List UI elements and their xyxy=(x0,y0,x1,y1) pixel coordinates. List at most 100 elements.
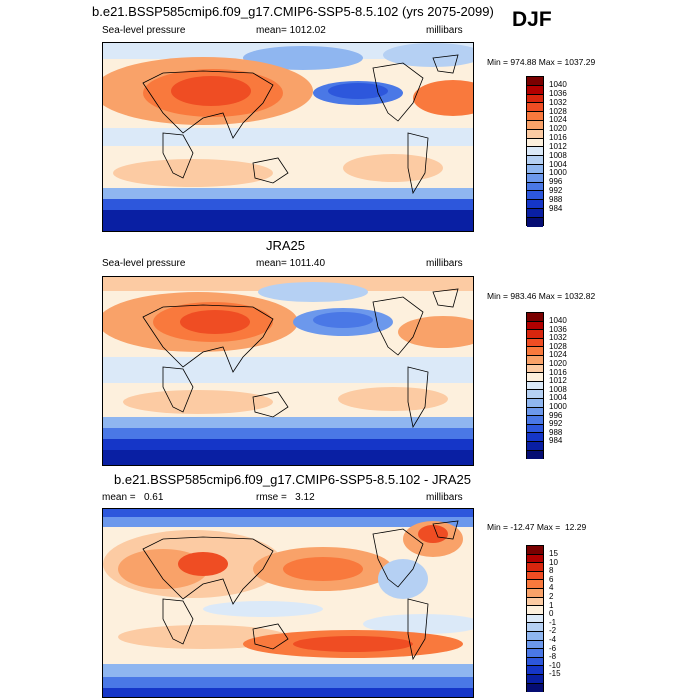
colorbar-tick-label: 1000 xyxy=(549,402,567,411)
colorbar-tick-label: 992 xyxy=(549,419,563,428)
colorbar-swatch xyxy=(527,416,543,425)
colorbar-swatch xyxy=(527,217,543,227)
colorbar-swatch xyxy=(527,554,543,564)
colorbar-tick-label: 1024 xyxy=(549,350,567,359)
colorbar-swatch xyxy=(527,200,543,209)
colorbar-swatch xyxy=(527,355,543,365)
colorbar-swatch xyxy=(527,338,543,348)
colorbar-swatch xyxy=(527,347,543,356)
colorbar-swatch xyxy=(527,191,543,201)
colorbar-tick-label: -2 xyxy=(549,626,557,635)
colorbar-swatch xyxy=(527,450,543,460)
colorbar-tick-label: -6 xyxy=(549,644,557,653)
colorbar-tick-label: -4 xyxy=(549,635,557,644)
colorbar-swatch xyxy=(527,631,543,641)
colorbar-tick-label: 984 xyxy=(549,204,563,213)
colorbar-tick-label: -10 xyxy=(549,661,561,670)
colorbar-tick-label: 1004 xyxy=(549,160,567,169)
panel-3-title: b.e21.BSSP585cmip6.f09_g17.CMIP6-SSP5-8.… xyxy=(114,472,471,487)
colorbar-tick-label: 1020 xyxy=(549,124,567,133)
colorbar-tick-label: 2 xyxy=(549,592,554,601)
colorbar-tick-label: 984 xyxy=(549,436,563,445)
panel-3-units: millibars xyxy=(426,492,463,503)
panel-1-map xyxy=(102,42,474,232)
colorbar-swatch xyxy=(527,156,543,165)
colorbar-tick-label: -1 xyxy=(549,618,557,627)
colorbar-swatch xyxy=(527,164,543,174)
colorbar-swatch xyxy=(527,129,543,139)
colorbar-tick-label: 1008 xyxy=(549,385,567,394)
panel-1-mean: mean= 1012.02 xyxy=(256,25,326,36)
colorbar-swatch xyxy=(527,182,543,192)
colorbar-tick-label: 10 xyxy=(549,558,558,567)
colorbar-tick-label: 1036 xyxy=(549,325,567,334)
colorbar-swatch xyxy=(527,433,543,442)
colorbar-tick-label: 15 xyxy=(549,549,558,558)
colorbar-swatch xyxy=(527,674,543,684)
colorbar-swatch xyxy=(527,103,543,113)
colorbar-swatch xyxy=(527,138,543,148)
colorbar-tick-label: 1012 xyxy=(549,376,567,385)
colorbar-tick-label: 1004 xyxy=(549,393,567,402)
panel-1-variable: Sea-level pressure xyxy=(102,25,186,36)
panel-3-minmax: Min = -12.47 Max = 12.29 xyxy=(487,522,587,532)
colorbar-tick-label: 1016 xyxy=(549,133,567,142)
colorbar-swatch xyxy=(527,657,543,667)
colorbar-tick-label: 1020 xyxy=(549,359,567,368)
colorbar-tick-label: 996 xyxy=(549,411,563,420)
colorbar-swatch xyxy=(527,614,543,624)
colorbar-swatch xyxy=(527,563,543,572)
panel-2-mean: mean= 1011.40 xyxy=(256,258,326,269)
colorbar-tick-label: 1032 xyxy=(549,333,567,342)
colorbar-tick-label: 1016 xyxy=(549,368,567,377)
colorbar-swatch xyxy=(527,588,543,598)
colorbar-tick-label: 996 xyxy=(549,177,563,186)
colorbar-swatch xyxy=(527,373,543,382)
colorbar-swatch xyxy=(527,580,543,589)
colorbar-swatch xyxy=(527,313,543,322)
colorbar-swatch xyxy=(527,441,543,451)
colorbar-tick-label: -8 xyxy=(549,652,557,661)
colorbar-swatch xyxy=(527,381,543,391)
colorbar-swatch xyxy=(527,112,543,121)
panel-1-minmax: Min = 974.88 Max = 1037.29 xyxy=(487,57,596,67)
colorbar-swatch xyxy=(527,77,543,86)
colorbar-tick-label: 1032 xyxy=(549,98,567,107)
colorbar-swatch xyxy=(527,390,543,399)
colorbar-swatch xyxy=(527,649,543,658)
colorbar-swatch xyxy=(527,546,543,555)
panel-3-colorbar xyxy=(526,545,544,693)
colorbar-tick-label: 6 xyxy=(549,575,554,584)
colorbar-tick-label: 988 xyxy=(549,428,563,437)
colorbar-tick-label: 1036 xyxy=(549,89,567,98)
panel-3-map xyxy=(102,508,474,698)
colorbar-tick-label: 1028 xyxy=(549,342,567,351)
panel-1-title: b.e21.BSSP585cmip6.f09_g17.CMIP6-SSP5-8.… xyxy=(92,4,494,19)
colorbar-swatch xyxy=(527,424,543,434)
colorbar-swatch xyxy=(527,120,543,130)
colorbar-tick-label: 992 xyxy=(549,186,563,195)
colorbar-swatch xyxy=(527,640,543,650)
colorbar-swatch xyxy=(527,623,543,632)
panel-3-mean: mean = 0.61 xyxy=(102,492,164,503)
panel-3-rmse: rmse = 3.12 xyxy=(256,492,315,503)
panel-2-map xyxy=(102,276,474,466)
colorbar-tick-label: 1008 xyxy=(549,151,567,160)
colorbar-swatch xyxy=(527,597,543,607)
colorbar-swatch xyxy=(527,364,543,374)
colorbar-swatch xyxy=(527,85,543,95)
colorbar-swatch xyxy=(527,398,543,408)
colorbar-tick-label: 1024 xyxy=(549,115,567,124)
colorbar-swatch xyxy=(527,321,543,331)
colorbar-tick-label: 0 xyxy=(549,609,554,618)
panel-2-title: JRA25 xyxy=(266,238,306,253)
colorbar-tick-label: 1040 xyxy=(549,316,567,325)
colorbar-tick-label: 1040 xyxy=(549,80,567,89)
colorbar-swatch xyxy=(527,666,543,675)
colorbar-tick-label: 8 xyxy=(549,566,554,575)
panel-2-variable: Sea-level pressure xyxy=(102,258,186,269)
colorbar-tick-label: 1 xyxy=(549,601,554,610)
colorbar-swatch xyxy=(527,173,543,183)
panel-2-minmax: Min = 983.46 Max = 1032.82 xyxy=(487,291,596,301)
colorbar-swatch xyxy=(527,606,543,615)
